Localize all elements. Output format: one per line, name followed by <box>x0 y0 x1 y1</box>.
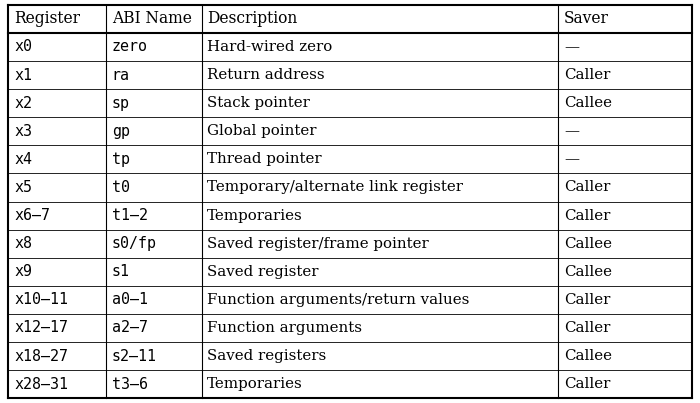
Text: x10–11: x10–11 <box>14 292 68 307</box>
Text: x9: x9 <box>14 264 32 279</box>
Text: Return address: Return address <box>207 68 325 82</box>
Text: ABI Name: ABI Name <box>112 10 192 27</box>
Text: s2–11: s2–11 <box>112 349 157 364</box>
Text: Stack pointer: Stack pointer <box>207 96 310 110</box>
Text: Callee: Callee <box>564 237 612 251</box>
Text: Saver: Saver <box>564 10 609 27</box>
Text: a0–1: a0–1 <box>112 292 148 307</box>
Text: Caller: Caller <box>564 208 610 222</box>
Text: Temporaries: Temporaries <box>207 208 303 222</box>
Text: zero: zero <box>112 39 148 54</box>
Text: t1–2: t1–2 <box>112 208 148 223</box>
Text: Saved register: Saved register <box>207 265 318 279</box>
Text: s1: s1 <box>112 264 130 279</box>
Text: t0: t0 <box>112 180 130 195</box>
Text: Global pointer: Global pointer <box>207 124 317 138</box>
Text: x2: x2 <box>14 96 32 111</box>
Text: x12–17: x12–17 <box>14 320 68 335</box>
Text: Caller: Caller <box>564 68 610 82</box>
Text: Saved registers: Saved registers <box>207 349 327 363</box>
Text: x5: x5 <box>14 180 32 195</box>
Text: Saved register/frame pointer: Saved register/frame pointer <box>207 237 429 251</box>
Text: x1: x1 <box>14 68 32 83</box>
Text: Temporary/alternate link register: Temporary/alternate link register <box>207 181 463 195</box>
Text: x0: x0 <box>14 39 32 54</box>
Text: Caller: Caller <box>564 293 610 307</box>
Text: Function arguments: Function arguments <box>207 321 363 335</box>
Text: ra: ra <box>112 68 130 83</box>
Text: t3–6: t3–6 <box>112 377 148 392</box>
Text: Callee: Callee <box>564 96 612 110</box>
Text: Hard-wired zero: Hard-wired zero <box>207 40 332 54</box>
Text: Register: Register <box>14 10 80 27</box>
Text: —: — <box>564 152 579 166</box>
Text: gp: gp <box>112 124 130 139</box>
Text: sp: sp <box>112 96 130 111</box>
Text: x4: x4 <box>14 152 32 167</box>
Text: tp: tp <box>112 152 130 167</box>
Text: Caller: Caller <box>564 321 610 335</box>
Text: Callee: Callee <box>564 349 612 363</box>
Text: x8: x8 <box>14 236 32 251</box>
Text: x6–7: x6–7 <box>14 208 50 223</box>
Text: Function arguments/return values: Function arguments/return values <box>207 293 470 307</box>
Text: a2–7: a2–7 <box>112 320 148 335</box>
Text: Description: Description <box>207 10 298 27</box>
Text: Temporaries: Temporaries <box>207 377 303 391</box>
Text: Caller: Caller <box>564 181 610 195</box>
Text: s0/fp: s0/fp <box>112 236 157 251</box>
Text: Caller: Caller <box>564 377 610 391</box>
Text: —: — <box>564 40 579 54</box>
Text: x18–27: x18–27 <box>14 349 68 364</box>
Text: x3: x3 <box>14 124 32 139</box>
Text: Thread pointer: Thread pointer <box>207 152 322 166</box>
Text: x28–31: x28–31 <box>14 377 68 392</box>
Text: —: — <box>564 124 579 138</box>
Text: Callee: Callee <box>564 265 612 279</box>
